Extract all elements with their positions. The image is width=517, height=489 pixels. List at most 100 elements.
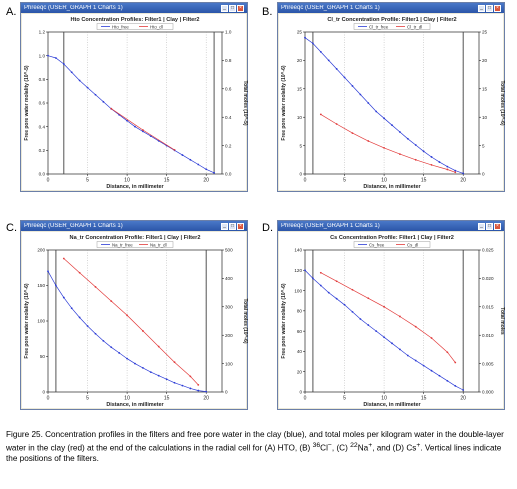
y-tick-label: 60: [297, 329, 303, 334]
y2-tick-label: 25: [482, 30, 488, 35]
caption-text: , (C): [331, 443, 351, 453]
data-point: [126, 314, 128, 317]
data-point: [173, 381, 176, 384]
y-tick-label: 5: [299, 143, 302, 148]
data-point: [446, 165, 449, 168]
data-point: [462, 172, 465, 175]
data-point: [375, 110, 378, 113]
window-titlebar[interactable]: Phreeqc (USER_GRAPH 1 Charts 1) _ □ ×: [21, 3, 247, 13]
caption-superscript: 36: [312, 441, 321, 449]
data-point: [438, 161, 441, 163]
y2-axis-label: Total moles (10^-5): [242, 80, 248, 125]
chart-d: Cs Concentration Profile: Filter1 | Clay…: [281, 235, 505, 408]
x-tick-label: 0: [304, 396, 307, 402]
data-point: [118, 352, 121, 354]
y-tick-label: 0.6: [39, 101, 46, 106]
data-point: [205, 168, 208, 171]
data-point: [367, 297, 370, 300]
close-icon[interactable]: ×: [494, 4, 501, 12]
legend-entry: Hto_free: [112, 24, 129, 29]
y-tick-label: 0.8: [39, 77, 46, 82]
data-point: [430, 164, 433, 166]
data-point: [367, 324, 370, 326]
data-point: [343, 76, 346, 79]
data-point: [319, 284, 322, 287]
data-point: [47, 54, 49, 57]
minimize-icon[interactable]: _: [221, 4, 228, 12]
data-point: [446, 379, 449, 382]
legend-entry: Hto_dl: [150, 24, 163, 29]
data-point: [351, 132, 354, 135]
series-line-Cl_tr_dl: [320, 114, 456, 173]
data-point: [213, 171, 215, 174]
data-point: [391, 124, 393, 127]
minimize-icon[interactable]: _: [221, 222, 228, 230]
y-tick-label: 120: [294, 268, 302, 273]
window-titlebar[interactable]: Phreeqc (USER_GRAPH 1 Charts 1) _ □ ×: [21, 221, 247, 231]
data-point: [189, 375, 192, 378]
data-point: [359, 93, 362, 96]
data-point: [126, 357, 128, 360]
data-point: [359, 318, 362, 320]
y-tick-label: 50: [40, 354, 46, 359]
data-point: [430, 337, 433, 339]
data-point: [335, 123, 338, 125]
caption-text: Figure 25. Concentration profiles in the…: [6, 430, 504, 453]
caption-text: Cl: [320, 443, 328, 453]
legend-box: [96, 241, 174, 248]
window-titlebar[interactable]: Phreeqc (USER_GRAPH 1 Charts 1) _ □ ×: [278, 221, 504, 231]
y-tick-label: 0.4: [39, 124, 46, 129]
maximize-icon[interactable]: □: [486, 4, 493, 12]
y2-tick-label: 0.010: [482, 333, 494, 338]
data-point: [383, 117, 385, 120]
x-tick-label: 20: [460, 178, 466, 184]
minimize-icon[interactable]: _: [478, 222, 485, 230]
window-titlebar[interactable]: Phreeqc (USER_GRAPH 1 Charts 1) _ □ ×: [278, 3, 504, 13]
data-point: [102, 100, 105, 103]
x-tick-label: 10: [381, 396, 387, 402]
y2-tick-label: 0.2: [225, 143, 232, 148]
data-point: [165, 378, 168, 381]
data-point: [454, 169, 457, 172]
data-point: [414, 359, 417, 362]
y-tick-label: 100: [294, 288, 302, 293]
plot-frame: [47, 249, 223, 393]
y-tick-label: 15: [297, 87, 303, 92]
maximize-icon[interactable]: □: [229, 222, 236, 230]
data-point: [197, 384, 200, 386]
maximize-icon[interactable]: □: [486, 222, 493, 230]
y2-tick-label: 5: [482, 143, 485, 148]
data-point: [462, 389, 465, 391]
data-point: [422, 364, 425, 367]
y2-tick-label: 0.015: [482, 305, 494, 310]
chart-window-b: Phreeqc (USER_GRAPH 1 Charts 1) _ □ × Cl_t…: [277, 2, 505, 192]
y2-tick-label: 0: [482, 172, 485, 177]
data-point: [205, 390, 208, 393]
chart-legend: Hto_free Hto_dl: [96, 23, 174, 30]
chart-a: Hto Concentration Profiles: Filter1 | Cl…: [24, 17, 248, 190]
data-point: [102, 339, 105, 342]
series-line-Cs_dl: [320, 272, 456, 363]
close-icon[interactable]: ×: [494, 222, 501, 230]
data-point: [399, 315, 401, 318]
close-icon[interactable]: ×: [237, 4, 244, 12]
series-line-Na_tr_free: [47, 271, 207, 392]
y2-tick-label: 0.8: [225, 58, 232, 63]
chart-legend: Cl_tr_free Cl_tr_dl: [353, 23, 431, 30]
data-point: [406, 137, 409, 140]
data-point: [70, 307, 73, 310]
y-tick-label: 25: [297, 30, 303, 35]
close-icon[interactable]: ×: [237, 222, 244, 230]
maximize-icon[interactable]: □: [229, 4, 236, 12]
y-tick-label: 80: [297, 309, 303, 314]
series-line-Hto_free: [47, 55, 215, 174]
data-point: [55, 284, 57, 287]
data-point: [383, 336, 385, 339]
plot-frame: [47, 31, 223, 175]
minimize-icon[interactable]: _: [478, 4, 485, 12]
data-point: [197, 389, 200, 392]
y2-tick-label: 10: [482, 115, 488, 120]
data-point: [454, 361, 457, 364]
y-axis-label: Free pore water molality (10^-5): [24, 65, 30, 141]
y-tick-label: 1.0: [39, 53, 46, 58]
